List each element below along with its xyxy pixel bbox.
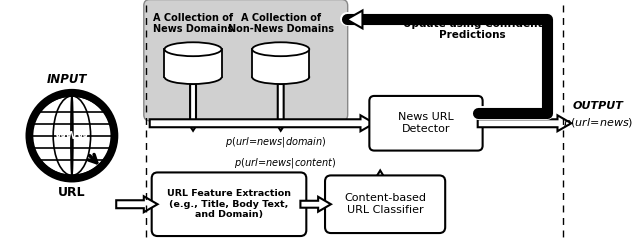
- Ellipse shape: [164, 42, 221, 56]
- Ellipse shape: [252, 42, 309, 56]
- Polygon shape: [187, 84, 200, 131]
- Polygon shape: [375, 170, 386, 181]
- FancyBboxPatch shape: [152, 173, 307, 236]
- Circle shape: [33, 96, 111, 175]
- Text: Update using Confident
Predictions: Update using Confident Predictions: [403, 19, 543, 40]
- Ellipse shape: [252, 70, 309, 84]
- Polygon shape: [116, 196, 157, 212]
- FancyBboxPatch shape: [369, 96, 483, 151]
- Ellipse shape: [164, 70, 221, 84]
- Text: Content-based
URL Classifier: Content-based URL Classifier: [344, 194, 426, 215]
- Text: WWW: WWW: [54, 131, 89, 141]
- Text: News URL
Detector: News URL Detector: [398, 113, 454, 134]
- Polygon shape: [275, 84, 287, 131]
- Polygon shape: [347, 10, 362, 28]
- Text: $p(url\!=\!news)$: $p(url\!=\!news)$: [563, 116, 633, 130]
- Polygon shape: [150, 115, 374, 131]
- Bar: [164, 49, 221, 77]
- Text: $p(url\!=\!news|content)$: $p(url\!=\!news|content)$: [234, 156, 337, 170]
- Bar: [252, 49, 309, 77]
- Bar: [33, 128, 111, 144]
- FancyBboxPatch shape: [144, 0, 348, 121]
- Text: A Collection of
Non-News Domains: A Collection of Non-News Domains: [228, 13, 333, 34]
- Text: URL Feature Extraction
(e.g., Title, Body Text,
and Domain): URL Feature Extraction (e.g., Title, Bod…: [167, 189, 291, 219]
- FancyBboxPatch shape: [325, 175, 445, 233]
- Circle shape: [28, 91, 116, 181]
- Text: INPUT: INPUT: [47, 73, 87, 86]
- Text: $p(url\!=\!news|domain)$: $p(url\!=\!news|domain)$: [225, 135, 326, 149]
- Polygon shape: [477, 115, 572, 131]
- Polygon shape: [300, 197, 331, 212]
- Text: OUTPUT: OUTPUT: [572, 101, 623, 111]
- Text: URL: URL: [58, 186, 86, 199]
- Text: A Collection of
News Domains: A Collection of News Domains: [153, 13, 233, 34]
